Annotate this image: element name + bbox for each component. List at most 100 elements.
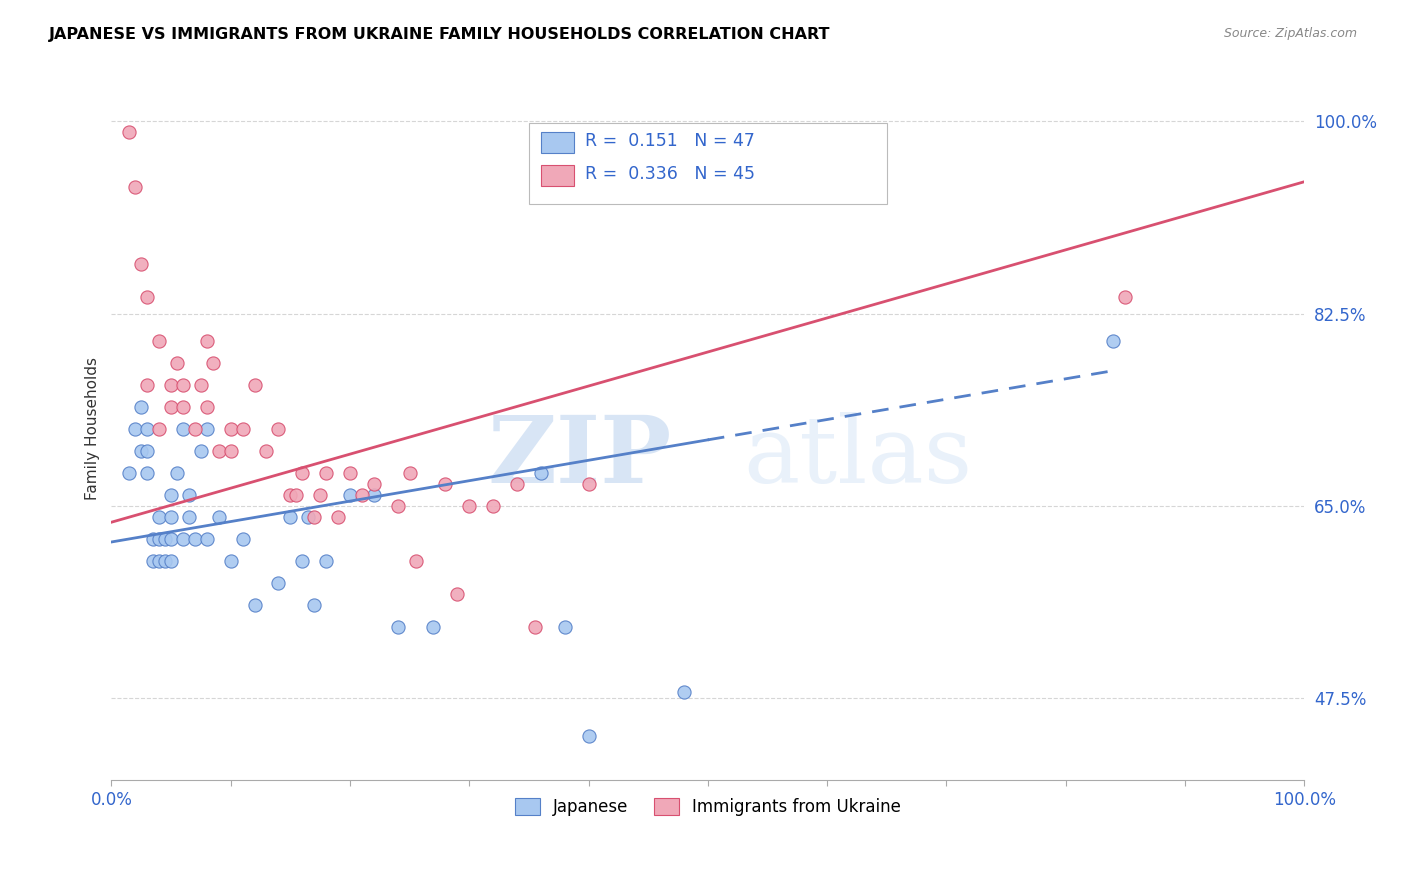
Point	[184, 532, 207, 546]
Point	[148, 554, 170, 568]
Point	[124, 180, 146, 194]
Point	[160, 488, 183, 502]
Point	[309, 488, 332, 502]
Point	[256, 443, 278, 458]
Point	[1114, 290, 1136, 304]
Point	[190, 443, 212, 458]
Point	[1102, 334, 1125, 348]
Point	[201, 356, 224, 370]
Point	[267, 575, 290, 590]
Bar	[541, 131, 574, 153]
Point	[446, 586, 468, 600]
Point	[243, 378, 266, 392]
Point	[160, 554, 183, 568]
Point	[219, 443, 242, 458]
Point	[118, 125, 141, 139]
Point	[278, 488, 301, 502]
Point	[177, 488, 200, 502]
Point	[363, 488, 385, 502]
Point	[166, 466, 188, 480]
Text: JAPANESE VS IMMIGRANTS FROM UKRAINE FAMILY HOUSEHOLDS CORRELATION CHART: JAPANESE VS IMMIGRANTS FROM UKRAINE FAMI…	[49, 27, 831, 42]
Point	[124, 422, 146, 436]
Text: Source: ZipAtlas.com: Source: ZipAtlas.com	[1223, 27, 1357, 40]
Point	[232, 532, 254, 546]
Point	[350, 488, 373, 502]
Point	[315, 554, 337, 568]
Point	[219, 554, 242, 568]
Point	[285, 488, 308, 502]
Point	[184, 422, 207, 436]
Point	[129, 257, 152, 271]
Point	[578, 730, 600, 744]
Point	[422, 619, 444, 633]
Point	[142, 554, 165, 568]
Text: atlas: atlas	[744, 412, 973, 502]
Y-axis label: Family Households: Family Households	[86, 358, 100, 500]
Point	[291, 466, 314, 480]
Point	[148, 422, 170, 436]
Point	[458, 499, 481, 513]
Point	[208, 443, 231, 458]
Point	[195, 400, 218, 414]
Point	[434, 476, 457, 491]
Point	[482, 499, 505, 513]
Point	[190, 378, 212, 392]
Point	[297, 509, 319, 524]
Point	[172, 532, 194, 546]
Point	[530, 466, 553, 480]
Point	[136, 422, 159, 436]
Point	[243, 598, 266, 612]
Point	[118, 466, 141, 480]
Point	[232, 422, 254, 436]
Point	[315, 466, 337, 480]
Point	[172, 378, 194, 392]
Point	[129, 400, 152, 414]
Point	[267, 422, 290, 436]
Point	[136, 466, 159, 480]
FancyBboxPatch shape	[529, 123, 887, 204]
Point	[554, 619, 576, 633]
Point	[148, 334, 170, 348]
Point	[398, 466, 420, 480]
Point	[506, 476, 529, 491]
Point	[166, 356, 188, 370]
Point	[578, 476, 600, 491]
Point	[387, 619, 409, 633]
Point	[160, 532, 183, 546]
Point	[136, 443, 159, 458]
Point	[136, 290, 159, 304]
Point	[302, 598, 325, 612]
Point	[160, 378, 183, 392]
Point	[363, 476, 385, 491]
Point	[219, 422, 242, 436]
Point	[672, 685, 695, 699]
Point	[172, 422, 194, 436]
Point	[129, 443, 152, 458]
Point	[291, 554, 314, 568]
Point	[326, 509, 349, 524]
Point	[153, 554, 176, 568]
Point	[142, 532, 165, 546]
Point	[523, 619, 546, 633]
Legend: Japanese, Immigrants from Ukraine: Japanese, Immigrants from Ukraine	[506, 789, 910, 825]
Point	[148, 532, 170, 546]
Point	[177, 509, 200, 524]
Point	[153, 532, 176, 546]
Point	[278, 509, 301, 524]
Point	[148, 509, 170, 524]
Point	[172, 400, 194, 414]
Text: R =  0.336   N = 45: R = 0.336 N = 45	[585, 165, 755, 184]
Point	[208, 509, 231, 524]
Point	[136, 378, 159, 392]
Point	[195, 532, 218, 546]
Text: R =  0.151   N = 47: R = 0.151 N = 47	[585, 132, 755, 150]
Point	[339, 488, 361, 502]
Point	[339, 466, 361, 480]
Point	[696, 158, 718, 172]
Point	[160, 400, 183, 414]
Point	[387, 499, 409, 513]
Point	[302, 509, 325, 524]
Point	[405, 554, 427, 568]
Point	[195, 334, 218, 348]
Point	[195, 422, 218, 436]
